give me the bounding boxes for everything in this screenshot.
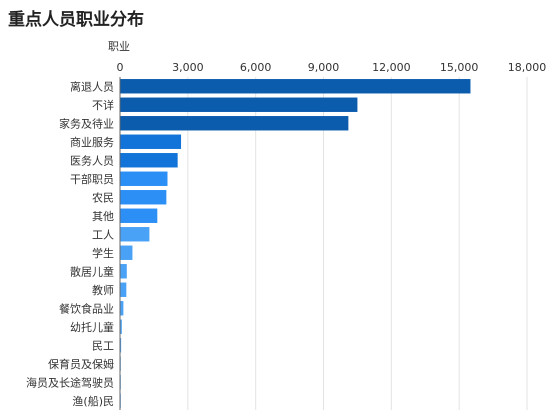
bar[interactable] (120, 282, 127, 297)
category-label: 工人 (92, 228, 114, 241)
category-label: 学生 (92, 246, 114, 260)
category-label: 幼托儿童 (70, 320, 114, 334)
x-tick-label: 0 (117, 61, 124, 74)
bar[interactable] (120, 171, 168, 186)
category-label: 离退人员 (70, 79, 114, 93)
bar[interactable] (120, 208, 158, 223)
bar[interactable] (120, 79, 471, 94)
category-label: 渔(船)民 (72, 394, 114, 408)
bar[interactable] (120, 301, 124, 316)
x-tick-labels: 0 3,000 6,000 9,000 12,000 15,000 18,000 (117, 61, 547, 74)
x-tick-label: 9,000 (308, 61, 340, 74)
bar[interactable] (120, 338, 122, 353)
x-tick-label: 12,000 (372, 61, 411, 74)
category-label: 商业服务 (70, 135, 114, 149)
bar[interactable] (120, 319, 122, 334)
bar[interactable] (120, 134, 182, 149)
category-label: 餐饮食品业 (59, 301, 114, 315)
x-tick-label: 6,000 (240, 61, 272, 74)
bar[interactable] (120, 227, 150, 242)
category-label: 散居儿童 (70, 264, 114, 278)
y-axis-title: 职业 (108, 40, 130, 53)
category-label: 民工 (92, 339, 114, 352)
bars (120, 79, 471, 408)
category-label: 干部职员 (70, 172, 114, 186)
x-tick-label: 15,000 (440, 61, 479, 74)
chart-title: 重点人员职业分布 (8, 10, 144, 30)
category-label: 农民 (92, 190, 114, 204)
category-label: 教师 (92, 284, 114, 297)
category-label: 海员及长途驾驶员 (26, 375, 114, 389)
category-label: 不详 (92, 98, 114, 112)
x-tick-label: 18,000 (508, 61, 547, 74)
bar[interactable] (120, 153, 178, 168)
bar[interactable] (120, 245, 133, 260)
bar[interactable] (120, 190, 167, 205)
category-label: 医务人员 (70, 154, 114, 167)
x-tick-label: 3,000 (172, 61, 204, 74)
category-labels: 离退人员不详家务及待业商业服务医务人员干部职员农民其他工人学生散居儿童教师餐饮食… (26, 79, 114, 408)
category-label: 其他 (92, 210, 114, 223)
bar[interactable] (120, 97, 358, 112)
category-label: 家务及待业 (59, 116, 114, 130)
bar[interactable] (120, 116, 349, 131)
bar[interactable] (120, 264, 127, 279)
category-label: 保育员及保姆 (48, 357, 114, 371)
